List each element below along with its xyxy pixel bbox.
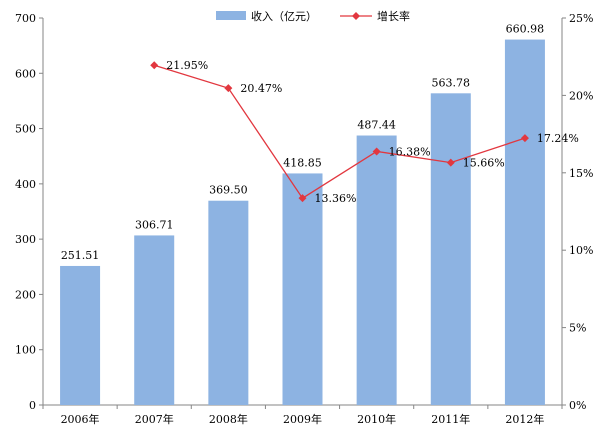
bar: [208, 200, 249, 405]
x-tick-label: 2011年: [431, 412, 470, 426]
growth-point: [446, 158, 455, 167]
y-right-tick-label: 5%: [569, 322, 586, 335]
y-left-tick-label: 200: [15, 288, 36, 301]
bar-data-label: 251.51: [61, 249, 100, 262]
legend-label-revenue: 收入（亿元）: [251, 9, 317, 23]
y-left-tick-label: 300: [15, 233, 36, 246]
bar-data-label: 660.98: [506, 23, 545, 36]
y-right-tick-label: 25%: [569, 12, 593, 25]
y-left-tick-label: 700: [15, 12, 36, 25]
y-left-tick-label: 100: [15, 344, 36, 357]
bar: [356, 135, 397, 405]
growth-point: [224, 84, 233, 93]
bar-data-label: 369.50: [209, 184, 248, 197]
growth-point: [298, 194, 307, 203]
y-left-tick-label: 400: [15, 178, 36, 191]
y-left-tick-label: 600: [15, 67, 36, 80]
growth-data-label: 20.47%: [240, 82, 282, 95]
y-right-tick-label: 15%: [569, 167, 593, 180]
y-right-tick-label: 10%: [569, 244, 593, 257]
y-right-tick-label: 20%: [569, 89, 593, 102]
bar-data-label: 418.85: [283, 156, 322, 169]
growth-data-label: 16.38%: [389, 145, 431, 158]
y-left-tick-label: 0: [29, 399, 36, 412]
y-left-tick-label: 500: [15, 123, 36, 136]
x-tick-label: 2010年: [357, 412, 396, 426]
bar: [60, 265, 101, 405]
bar-data-label: 563.78: [432, 76, 471, 89]
bar: [504, 39, 545, 406]
legend: 收入（亿元） 增长率: [216, 9, 410, 23]
legend-swatch-growth-marker: [352, 12, 360, 20]
growth-data-label: 13.36%: [315, 192, 357, 205]
bar: [430, 93, 471, 405]
growth-point: [372, 147, 381, 156]
x-tick-label: 2007年: [135, 412, 174, 426]
growth-data-label: 15.66%: [463, 157, 505, 170]
growth-data-label: 21.95%: [166, 59, 208, 72]
x-tick-label: 2008年: [209, 412, 248, 426]
bar: [282, 173, 323, 405]
x-tick-label: 2006年: [61, 412, 100, 426]
growth-point: [520, 134, 529, 143]
legend-label-growth: 增长率: [377, 9, 410, 23]
growth-data-label: 17.24%: [537, 132, 579, 145]
x-tick-label: 2009年: [283, 412, 322, 426]
y-right-tick-label: 0%: [569, 399, 586, 412]
bar-data-label: 487.44: [357, 119, 396, 132]
legend-swatch-revenue: [216, 11, 246, 20]
growth-point: [150, 61, 159, 70]
x-tick-label: 2012年: [505, 412, 544, 426]
growth-line: [154, 64, 526, 200]
plot-area: 0 100 200 300 400 500 600 700 0% 5% 10% 15% 20% 25% 20…: [15, 12, 593, 426]
bar: [134, 235, 175, 405]
bar-data-label: 306.71: [135, 218, 174, 231]
